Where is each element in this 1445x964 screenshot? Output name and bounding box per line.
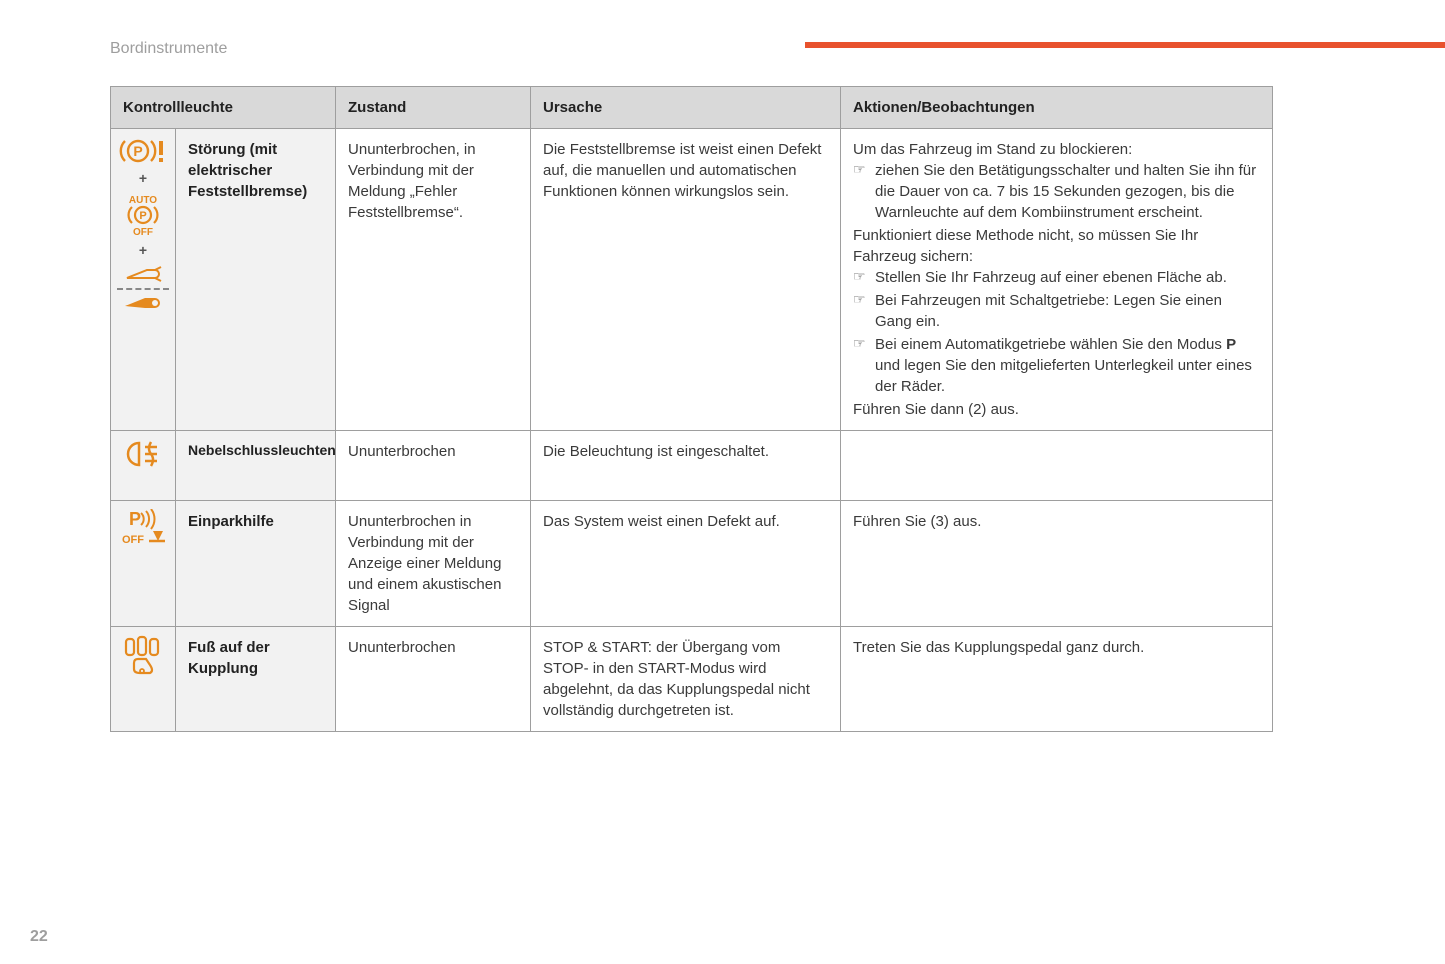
icon-cell-parking-assist: P OFF [111,501,176,627]
parking-assist-off-icon: P OFF [119,509,167,547]
row-state: Ununterbrochen, in Verbindung mit der Me… [336,129,531,431]
svg-text:P: P [133,143,142,159]
dashed-separator [117,288,169,290]
wrench-solid-icon [121,294,165,312]
accent-bar [805,42,1445,48]
table-header-row: Kontrollleuchte Zustand Ursache Aktionen… [111,87,1273,129]
row-cause: Die Feststellbremse ist weist einen Defe… [531,129,841,431]
parking-brake-warning-icon: P [119,137,167,165]
table-row: P + AUTO P OFF + [111,129,1273,431]
page-number: 22 [30,928,48,946]
table-row: P OFF Einparkhilfe Ununterbrochen in Ver… [111,501,1273,627]
row-cause: Das System weist einen Defekt auf. [531,501,841,627]
header-aktionen: Aktionen/Beobachtungen [841,87,1273,129]
row-action [841,431,1273,501]
svg-text:OFF: OFF [133,227,153,237]
action-list-item: ziehen Sie den Betätigungsschalter und h… [853,160,1260,223]
action-list-item: Bei einem Automatikgetriebe wählen Sie d… [853,334,1260,397]
row-name: Störung (mit elektrischer Feststellbrems… [176,129,336,431]
table-row: Fuß auf der Kupplung Ununterbrochen STOP… [111,627,1273,732]
header-ursache: Ursache [531,87,841,129]
icon-cell-rear-fog [111,431,176,501]
svg-text:P: P [139,210,146,222]
row-action: Treten Sie das Kupplungspedal ganz durch… [841,627,1273,732]
warning-lights-table: Kontrollleuchte Zustand Ursache Aktionen… [110,86,1272,732]
row-action: Um das Fahrzeug im Stand zu blockieren: … [841,129,1273,431]
action-list: Stellen Sie Ihr Fahrzeug auf einer ebene… [853,267,1260,397]
wrench-outline-icon [121,264,165,284]
plus-separator: + [115,241,171,261]
action-list-item: Bei Fahrzeugen mit Schaltgetriebe: Legen… [853,290,1260,332]
action-intro: Um das Fahrzeug im Stand zu blockieren: [853,139,1260,160]
row-state: Ununterbrochen in Verbindung mit der Anz… [336,501,531,627]
section-title: Bordinstrumente [110,40,227,58]
icon-cell-parking-brake-fault: P + AUTO P OFF + [111,129,176,431]
action-outro: Führen Sie dann (2) aus. [853,399,1260,420]
table-row: Nebelschlussleuchten Ununterbrochen Die … [111,431,1273,501]
row-name: Nebelschlussleuchten [176,431,336,501]
row-cause: Die Beleuchtung ist eingeschaltet. [531,431,841,501]
auto-p-off-icon: AUTO P OFF [119,193,167,237]
header-kontrollleuchte: Kontrollleuchte [111,87,336,129]
action-list-item: Stellen Sie Ihr Fahrzeug auf einer ebene… [853,267,1260,288]
row-cause: STOP & START: der Übergang vom STOP- in … [531,627,841,732]
rear-fog-light-icon [121,439,165,469]
icon-cell-foot-on-clutch [111,627,176,732]
plus-separator: + [115,169,171,189]
svg-text:AUTO: AUTO [129,195,157,206]
action-intro: Funktioniert diese Methode nicht, so müs… [853,225,1260,267]
svg-text:P: P [129,509,141,529]
svg-text:OFF: OFF [122,534,144,546]
row-state: Ununterbrochen [336,431,531,501]
foot-on-clutch-icon [120,635,166,675]
row-state: Ununterbrochen [336,627,531,732]
action-list: ziehen Sie den Betätigungsschalter und h… [853,160,1260,223]
row-action: Führen Sie (3) aus. [841,501,1273,627]
header-zustand: Zustand [336,87,531,129]
row-name: Einparkhilfe [176,501,336,627]
row-name: Fuß auf der Kupplung [176,627,336,732]
